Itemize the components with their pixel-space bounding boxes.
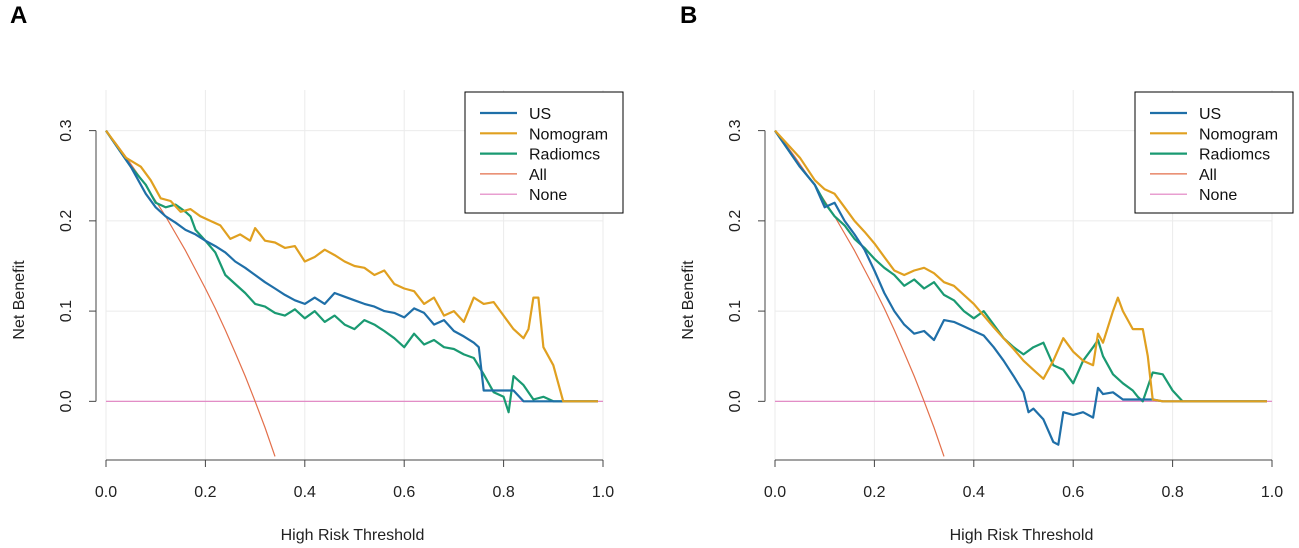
panel-b-legend-label-all: All <box>1199 167 1217 184</box>
panel-b-legend-label-radiomcs: Radiomcs <box>1199 147 1270 164</box>
panel-a-y-axis-title: Net Benefit <box>11 260 28 340</box>
panel-a-series-all-line <box>105 130 276 457</box>
panel-a-legend-label-nomogram: Nomogram <box>529 126 608 143</box>
panel-a-x-tick-label: 0.6 <box>393 484 415 501</box>
panel-b-x-axis-title: High Risk Threshold <box>950 527 1094 544</box>
panel-b-legend: US Nomogram Radiomcs All None <box>1134 91 1294 214</box>
panel-a-y-tick-label: 0.2 <box>58 210 75 232</box>
panel-a-legend-label-us: US <box>529 106 551 123</box>
panel-b-y-tick-label: 0.1 <box>727 300 744 322</box>
panel-a-legend: US Nomogram Radiomcs All None <box>464 91 624 214</box>
panel-b-series-us-line <box>774 129 1267 446</box>
panel-a-chart: 0.0 0.2 0.4 0.6 0.8 1.0 0.0 0.1 0.2 0.3 High Risk … <box>11 90 624 544</box>
panel-a-legend-label-none: None <box>529 187 567 204</box>
panel-a-y-tick-label: 0.0 <box>58 390 75 412</box>
panel-b-legend-label-nomogram: Nomogram <box>1199 126 1278 143</box>
panel-a-legend-label-radiomcs: Radiomcs <box>529 147 600 164</box>
panel-a-series-radiomcs-line <box>105 129 598 414</box>
panel-a-y-tick-label: 0.3 <box>58 119 75 141</box>
panel-b-x-tick-label: 1.0 <box>1261 484 1283 501</box>
panel-b-x-tick-label: 0.8 <box>1161 484 1183 501</box>
panel-a-legend-label-all: All <box>529 167 547 184</box>
panel-b-y-axis-title: Net Benefit <box>680 260 697 340</box>
panel-a-x-tick-label: 1.0 <box>592 484 614 501</box>
panel-b-series-all-line <box>774 130 945 457</box>
panel-b-chart: 0.0 0.2 0.4 0.6 0.8 1.0 0.0 0.1 0.2 0.3 High Risk … <box>680 90 1294 544</box>
panel-a-x-tick-label: 0.2 <box>194 484 216 501</box>
panel-b-x-tick-label: 0.2 <box>863 484 885 501</box>
panel-b-y-tick-label: 0.3 <box>727 119 744 141</box>
panel-b-legend-label-none: None <box>1199 187 1237 204</box>
panel-b-series-nomogram-line <box>774 129 1267 403</box>
panel-b-x-tick-label: 0.4 <box>963 484 985 501</box>
panel-b-series-radiomcs-line <box>774 129 1267 403</box>
panel-b-x-tick-label: 0.0 <box>764 484 786 501</box>
panel-a-x-axis-title: High Risk Threshold <box>281 527 425 544</box>
panel-a-label: A <box>10 2 28 29</box>
panel-b-y-tick-label: 0.2 <box>727 210 744 232</box>
panel-a-series-nomogram-line <box>105 129 598 403</box>
panel-a-series-us-line <box>105 129 598 403</box>
panel-b-y-tick-label: 0.0 <box>727 390 744 412</box>
panel-b-legend-label-us: US <box>1199 106 1221 123</box>
panel-b-label: B <box>680 2 698 29</box>
panel-a-x-tick-label: 0.0 <box>95 484 117 501</box>
panel-a-x-tick-label: 0.8 <box>492 484 514 501</box>
panel-a-x-tick-label: 0.4 <box>294 484 316 501</box>
panel-b-x-tick-label: 0.6 <box>1062 484 1084 501</box>
panel-a-y-tick-label: 0.1 <box>58 300 75 322</box>
